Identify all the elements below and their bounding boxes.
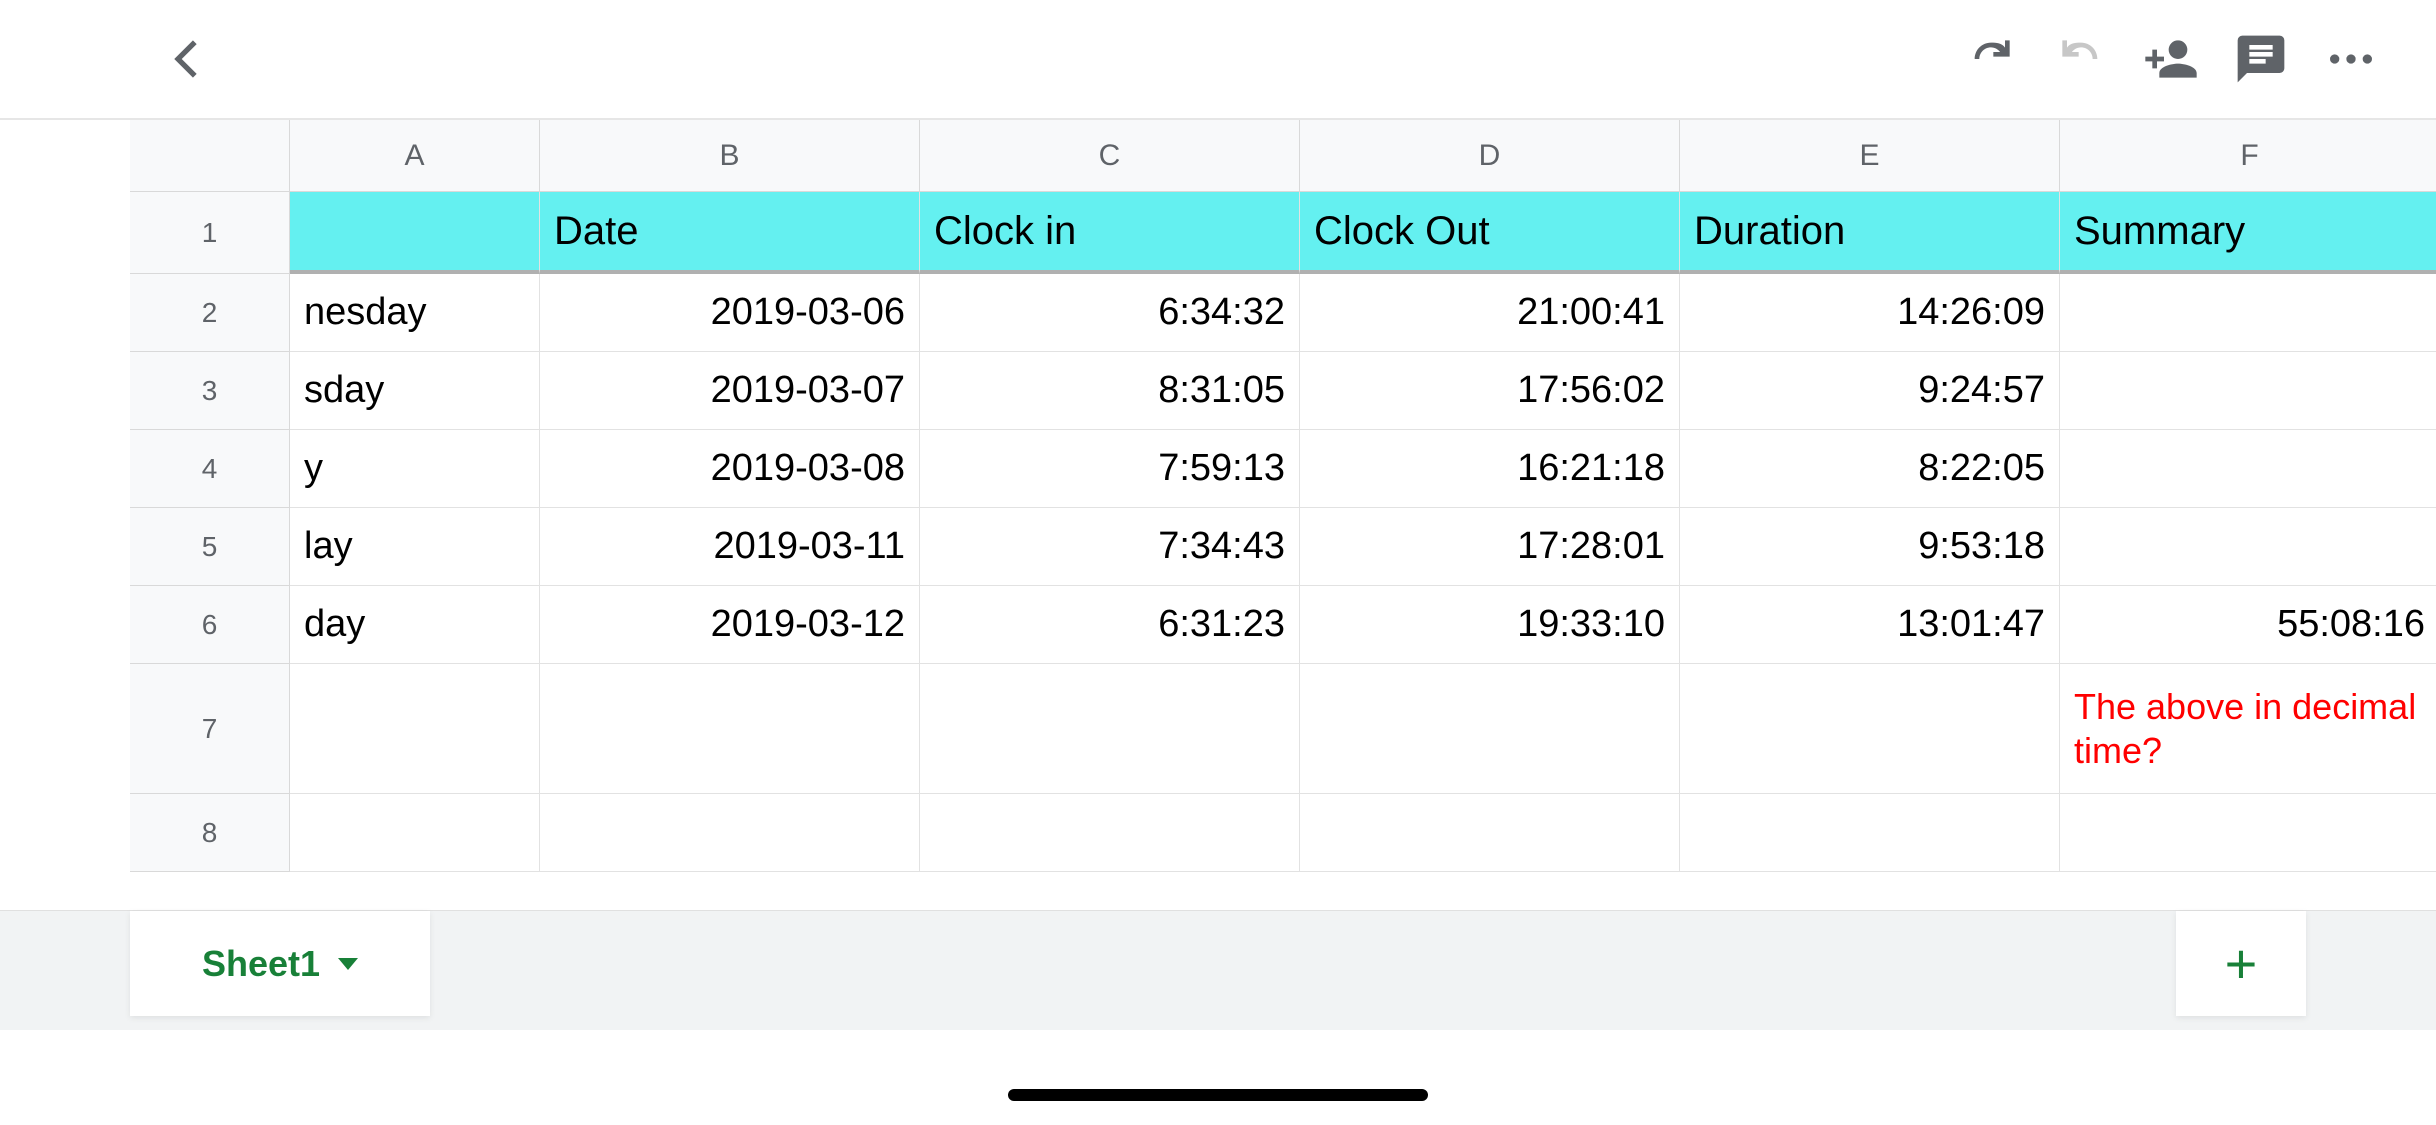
cell-F7[interactable]: The above in decimal time? (2060, 664, 2436, 794)
cell-B7[interactable] (540, 664, 920, 794)
cell-F6[interactable]: 55:08:16 (2060, 586, 2436, 664)
cell-F8[interactable] (2060, 794, 2436, 872)
cell-C2[interactable]: 6:34:32 (920, 274, 1300, 352)
undo-icon (1963, 31, 2019, 87)
add-sheet-button[interactable]: + (2176, 911, 2306, 1016)
col-header-B[interactable]: B (540, 120, 920, 192)
cell-E8[interactable] (1680, 794, 2060, 872)
cell-E3[interactable]: 9:24:57 (1680, 352, 2060, 430)
cell-B5[interactable]: 2019-03-11 (540, 508, 920, 586)
cell-D8[interactable] (1300, 794, 1680, 872)
comment-button[interactable] (2216, 14, 2306, 104)
cell-C8[interactable] (920, 794, 1300, 872)
cell-E5[interactable]: 9:53:18 (1680, 508, 2060, 586)
spreadsheet[interactable]: A B C D E F 1 DateClock inClock OutDurati… (130, 120, 2436, 910)
cell-A2[interactable]: nesday (290, 274, 540, 352)
cell-B6[interactable]: 2019-03-12 (540, 586, 920, 664)
table-row: 5lay2019-03-117:34:4317:28:019:53:18 (130, 508, 2436, 586)
col-header-A[interactable]: A (290, 120, 540, 192)
sheet-tab-active[interactable]: Sheet1 (130, 911, 430, 1016)
cell-C3[interactable]: 8:31:05 (920, 352, 1300, 430)
cell-B3[interactable]: 2019-03-07 (540, 352, 920, 430)
cell-A5[interactable]: lay (290, 508, 540, 586)
more-button[interactable] (2306, 14, 2396, 104)
col-header-D[interactable]: D (1300, 120, 1680, 192)
add-person-icon (2143, 31, 2199, 87)
cell-A3[interactable]: sday (290, 352, 540, 430)
column-header-row: A B C D E F (130, 120, 2436, 192)
add-person-button[interactable] (2126, 14, 2216, 104)
table-row: 6day2019-03-126:31:2319:33:1013:01:4755:… (130, 586, 2436, 664)
redo-icon (2053, 31, 2109, 87)
comment-icon (2233, 31, 2289, 87)
table-row: 3sday2019-03-078:31:0517:56:029:24:57 (130, 352, 2436, 430)
col-header-E[interactable]: E (1680, 120, 2060, 192)
row-header[interactable]: 7 (130, 664, 290, 794)
cell-F2[interactable] (2060, 274, 2436, 352)
row-header[interactable]: 5 (130, 508, 290, 586)
row-header[interactable]: 1 (130, 192, 290, 274)
cell-A7[interactable] (290, 664, 540, 794)
chevron-down-icon (338, 958, 358, 970)
row-header[interactable]: 2 (130, 274, 290, 352)
cell-A4[interactable]: y (290, 430, 540, 508)
col-header-F[interactable]: F (2060, 120, 2436, 192)
col-header-C[interactable]: C (920, 120, 1300, 192)
cell-D1[interactable]: Clock Out (1300, 192, 1680, 274)
cell-E1[interactable]: Duration (1680, 192, 2060, 274)
cell-B8[interactable] (540, 794, 920, 872)
cell-A6[interactable]: day (290, 586, 540, 664)
cell-C4[interactable]: 7:59:13 (920, 430, 1300, 508)
cell-C1[interactable]: Clock in (920, 192, 1300, 274)
cell-E7[interactable] (1680, 664, 2060, 794)
sheet-tab-bar: Sheet1 + (0, 910, 2436, 1030)
cell-C5[interactable]: 7:34:43 (920, 508, 1300, 586)
cell-F3[interactable] (2060, 352, 2436, 430)
redo-button[interactable] (2036, 14, 2126, 104)
table-row: 7 The above in decimal time? (130, 664, 2436, 794)
cell-D5[interactable]: 17:28:01 (1300, 508, 1680, 586)
table-row: 4y2019-03-087:59:1316:21:188:22:05 (130, 430, 2436, 508)
cell-A1[interactable] (290, 192, 540, 274)
cell-D4[interactable]: 16:21:18 (1300, 430, 1680, 508)
select-all-corner[interactable] (130, 120, 290, 192)
undo-button[interactable] (1946, 14, 2036, 104)
cell-E4[interactable]: 8:22:05 (1680, 430, 2060, 508)
row-header[interactable]: 6 (130, 586, 290, 664)
red-note: The above in decimal time? (2074, 685, 2425, 771)
cell-C6[interactable]: 6:31:23 (920, 586, 1300, 664)
table-row: 8 (130, 794, 2436, 872)
cell-D2[interactable]: 21:00:41 (1300, 274, 1680, 352)
chevron-left-icon (157, 31, 213, 87)
cell-E2[interactable]: 14:26:09 (1680, 274, 2060, 352)
cell-D6[interactable]: 19:33:10 (1300, 586, 1680, 664)
toolbar (0, 0, 2436, 120)
table-row: 2nesday2019-03-066:34:3221:00:4114:26:09 (130, 274, 2436, 352)
row-header[interactable]: 3 (130, 352, 290, 430)
back-button[interactable] (140, 14, 230, 104)
cell-A8[interactable] (290, 794, 540, 872)
cell-C7[interactable] (920, 664, 1300, 794)
sheet-tab-label: Sheet1 (202, 943, 320, 985)
cell-B1[interactable]: Date (540, 192, 920, 274)
cell-D7[interactable] (1300, 664, 1680, 794)
plus-icon: + (2225, 931, 2258, 996)
home-indicator (1008, 1089, 1428, 1101)
cell-F4[interactable] (2060, 430, 2436, 508)
cell-E6[interactable]: 13:01:47 (1680, 586, 2060, 664)
more-horizontal-icon (2323, 31, 2379, 87)
table-row: 1 DateClock inClock OutDurationSummary (130, 192, 2436, 274)
cell-D3[interactable]: 17:56:02 (1300, 352, 1680, 430)
cell-B4[interactable]: 2019-03-08 (540, 430, 920, 508)
cell-F5[interactable] (2060, 508, 2436, 586)
row-header[interactable]: 4 (130, 430, 290, 508)
cell-B2[interactable]: 2019-03-06 (540, 274, 920, 352)
cell-F1[interactable]: Summary (2060, 192, 2436, 274)
row-header[interactable]: 8 (130, 794, 290, 872)
